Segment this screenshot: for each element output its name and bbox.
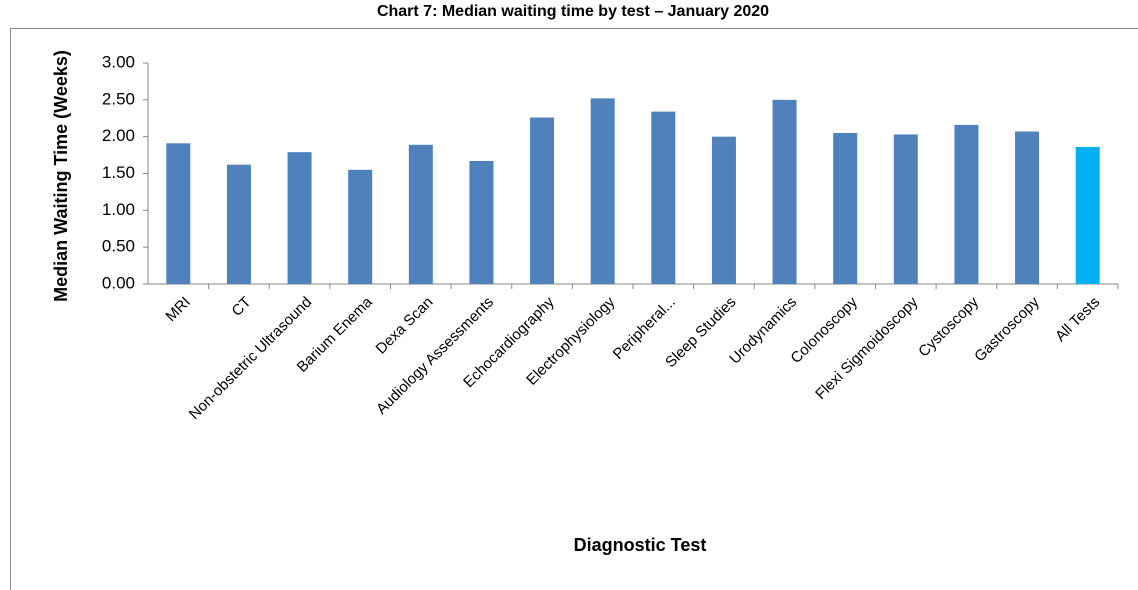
y-tick-label: 0.00 bbox=[102, 273, 135, 292]
chart-title: Chart 7: Median waiting time by test – J… bbox=[377, 3, 769, 20]
y-tick-label: 3.00 bbox=[102, 52, 135, 71]
bar bbox=[772, 99, 797, 284]
bar bbox=[711, 136, 736, 284]
bar bbox=[469, 160, 494, 284]
x-tick-label: Audiology Assessments bbox=[373, 294, 497, 418]
y-tick-label: 2.00 bbox=[102, 126, 135, 145]
bar bbox=[954, 124, 979, 284]
x-tick-label: All Tests bbox=[1052, 294, 1103, 345]
bar bbox=[348, 169, 373, 284]
bar bbox=[590, 98, 615, 284]
bar bbox=[1015, 131, 1040, 284]
y-tick-label: 1.50 bbox=[102, 163, 135, 182]
y-tick-label: 1.00 bbox=[102, 200, 135, 219]
bar bbox=[408, 144, 433, 284]
bar bbox=[651, 111, 676, 285]
x-tick-label: Gastroscopy bbox=[971, 293, 1043, 365]
bar bbox=[833, 132, 858, 284]
x-tick-label: Flexi Sigmoidoscopy bbox=[812, 293, 922, 403]
bar bbox=[530, 117, 555, 284]
y-axis-label: Median Waiting Time (Weeks) bbox=[51, 50, 71, 302]
bar bbox=[1075, 146, 1100, 284]
x-tick-label: Non-obstetric Ultrasound bbox=[186, 294, 315, 423]
bar bbox=[166, 143, 191, 284]
bar bbox=[893, 134, 918, 284]
x-tick-label: Cystoscopy bbox=[915, 293, 982, 360]
x-tick-label: CT bbox=[228, 294, 254, 320]
y-tick-label: 0.50 bbox=[102, 237, 135, 256]
x-axis-label: Diagnostic Test bbox=[574, 535, 707, 555]
y-tick-label: 2.50 bbox=[102, 89, 135, 108]
x-tick-label: MRI bbox=[162, 294, 193, 325]
bar bbox=[226, 164, 251, 284]
chart-border bbox=[10, 28, 1138, 590]
x-tick-label: Dexa Scan bbox=[373, 294, 437, 358]
bar bbox=[287, 152, 312, 284]
